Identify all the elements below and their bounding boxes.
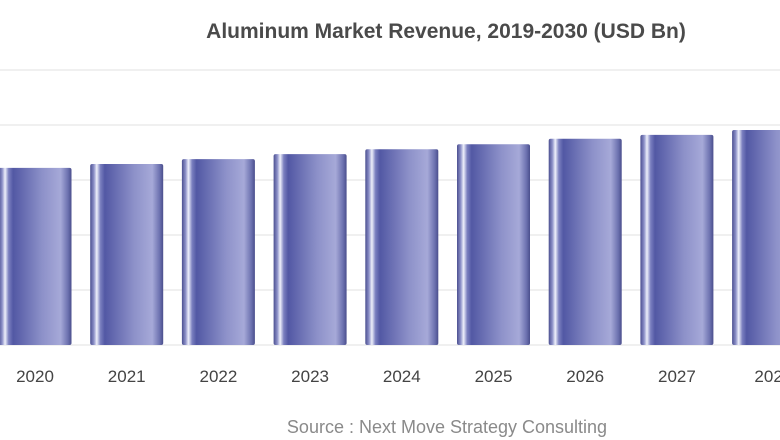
bar-2025	[457, 144, 530, 345]
bar-2023	[273, 154, 347, 345]
bars	[0, 129, 780, 345]
x-tick-label: 2024	[383, 367, 421, 386]
bar-2028	[732, 129, 780, 345]
x-tick-label: 2025	[475, 367, 513, 386]
x-axis-ticks: 2020 2021 2022 2023 2024 2025 2026 2027 202	[16, 367, 780, 386]
x-tick-label: 2027	[658, 367, 696, 386]
x-tick-label: 2020	[16, 367, 54, 386]
x-tick-label: 2022	[199, 367, 237, 386]
x-tick-label: 202	[754, 367, 780, 386]
source-note: Source : Next Move Strategy Consulting	[287, 417, 607, 437]
chart-title: Aluminum Market Revenue, 2019-2030 (USD …	[206, 20, 686, 43]
x-tick-label: 2023	[291, 367, 329, 386]
bar-2027	[640, 134, 714, 345]
bar-2020	[0, 167, 72, 345]
bar-2021	[90, 164, 164, 345]
x-tick-label: 2026	[566, 367, 604, 386]
bar-2022	[181, 159, 255, 345]
bar-2024	[365, 149, 439, 345]
bar-2026	[548, 138, 622, 345]
x-tick-label: 2021	[108, 367, 146, 386]
